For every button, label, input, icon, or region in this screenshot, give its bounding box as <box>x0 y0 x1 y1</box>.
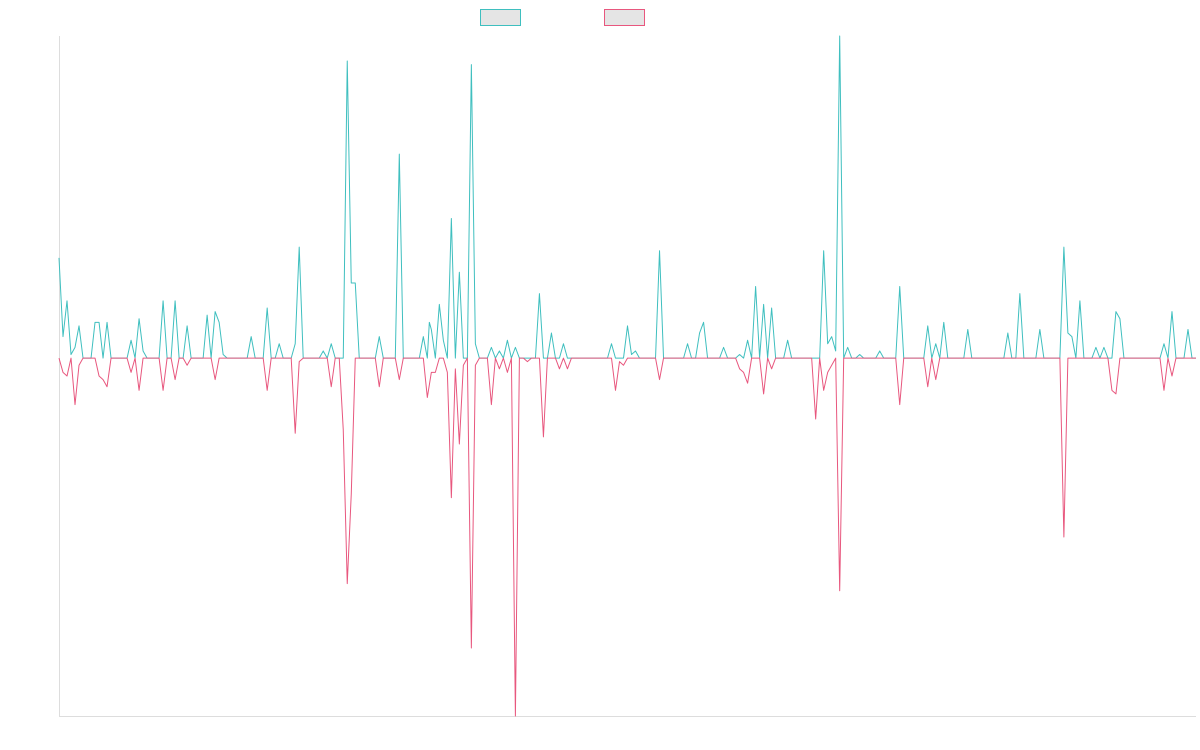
legend <box>480 9 645 26</box>
legend-swatch-series-1 <box>480 9 521 26</box>
series-line-1 <box>58 35 1196 359</box>
axes <box>59 36 1196 717</box>
series-layer <box>58 35 1196 717</box>
legend-swatch-series-2 <box>604 9 645 26</box>
series-line-2 <box>58 357 1196 717</box>
